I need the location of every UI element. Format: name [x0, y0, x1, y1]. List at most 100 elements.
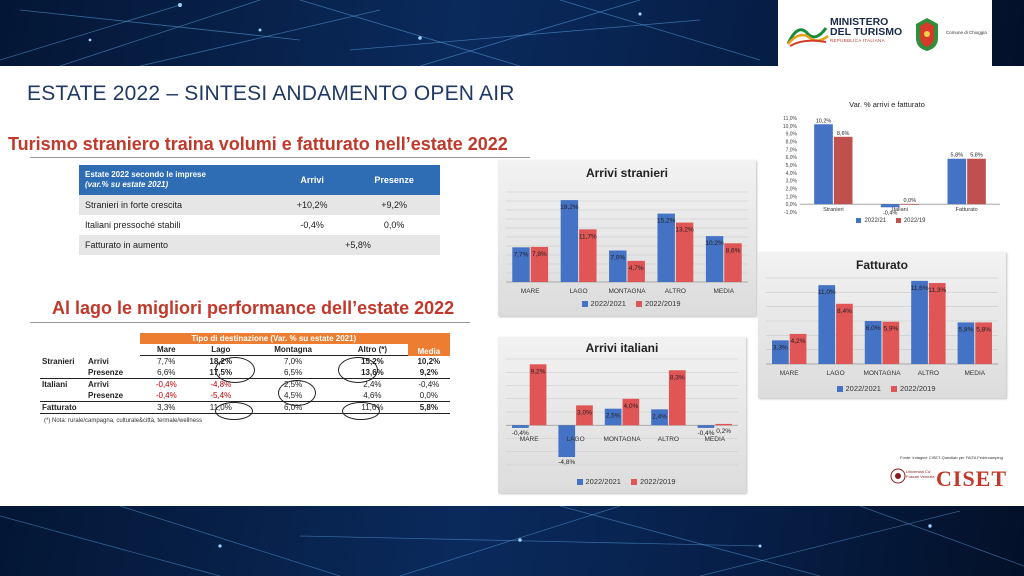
- bar: [622, 398, 640, 426]
- bar: [512, 247, 530, 282]
- y-tick-label: 2,0%: [786, 187, 798, 193]
- bar: [675, 222, 694, 282]
- bar: [529, 364, 547, 426]
- bar: [967, 158, 986, 205]
- chart-title: Fatturato: [856, 258, 908, 272]
- cell: -0,4%: [418, 380, 440, 389]
- x-tick-label: Italiani: [892, 207, 908, 213]
- legend-label: 2022/2021: [845, 384, 881, 393]
- y-tick-label: 6,0%: [786, 155, 798, 161]
- x-tick-label: LAGO: [570, 288, 588, 295]
- bar: [609, 250, 627, 282]
- bar: [715, 423, 733, 426]
- ministry-logo-icon: [786, 27, 829, 47]
- col-presenze: Presenze: [348, 165, 440, 195]
- data-label: 7,8%: [532, 251, 547, 258]
- section1-title: Turismo straniero traina volumi e fattur…: [8, 134, 508, 154]
- data-label: 7,7%: [514, 251, 529, 258]
- col-montagna: Montagna: [248, 344, 338, 356]
- chart-legend: 2022/2021 2022/2019: [758, 384, 1006, 393]
- bar: [880, 204, 900, 208]
- data-label: 0,2%: [716, 428, 731, 435]
- university-seal-icon: [890, 468, 906, 484]
- bar: [771, 340, 789, 364]
- bar: [705, 236, 724, 282]
- data-label: 5,8%: [951, 153, 964, 159]
- chart-title: Arrivi stranieri: [585, 166, 669, 180]
- bar: [579, 229, 597, 282]
- legend-label: 2022/2019: [640, 477, 676, 486]
- bar: [911, 280, 928, 364]
- col-altro: Altro (*): [337, 344, 408, 356]
- summary-header-sub: (var.% su estate 2021): [85, 180, 169, 189]
- chart-plot: 3,3%4,2% MARE 11,0% 8,4% LAGO 6,0% 5,9% MONTAGN…: [766, 277, 998, 377]
- y-tick-label: 0,0%: [786, 202, 798, 208]
- row-arrivi: +10,2%: [276, 195, 349, 215]
- y-tick-label: 9,0%: [786, 132, 798, 138]
- chart-title: Var. % arrivi e fatturato: [849, 100, 925, 109]
- legend-swatch: [576, 479, 583, 486]
- chart-arrivi-stranieri: Arrivi stranieri 7,7% 7,8% MARE 18,2% 11,7% L…: [498, 160, 756, 316]
- summary-header-title: Estate 2022 secondo le imprese: [85, 170, 206, 179]
- x-tick-label: LAGO: [827, 370, 845, 377]
- table-row: Fatturato in aumento +5,8%: [79, 235, 440, 255]
- legend-swatch: [581, 301, 588, 308]
- summary-table: Estate 2022 secondo le imprese (var.% su…: [79, 165, 440, 255]
- data-label: 2,5%: [606, 413, 621, 420]
- data-label: 5,8%: [959, 326, 974, 333]
- data-label: -0,4%: [512, 430, 529, 437]
- section1-underline: [30, 157, 530, 158]
- data-label: 3,3%: [773, 344, 788, 351]
- data-label: 8,3%: [670, 374, 685, 381]
- data-label: 4,0%: [623, 403, 638, 410]
- university-label: Università Ca' Foscari Venezia: [906, 469, 935, 479]
- data-label: 4,2%: [791, 338, 806, 345]
- data-label: 3,0%: [577, 409, 592, 416]
- data-label: 5,9%: [883, 326, 898, 333]
- x-tick-label: LAGO: [567, 436, 585, 443]
- chart-plot: 11,0% 10,0% 9,0% 8,0%7,0% 6,0% 5,0% 4,0% 3,0% 2,…: [783, 116, 1000, 216]
- row-label: Stranieri in forte crescita: [79, 195, 276, 215]
- cell: 4,6%: [337, 390, 408, 402]
- y-tick-label: 4,0%: [786, 171, 798, 177]
- bar: [697, 425, 715, 428]
- group-italiani: Italiani: [42, 380, 68, 389]
- legend-label: 2022/2019: [645, 299, 681, 308]
- table-note: (*) Nota: rurale/campagna, culturale&cit…: [44, 418, 203, 424]
- group-fatturato: Fatturato: [40, 401, 140, 414]
- bar: [814, 124, 833, 205]
- data-label: 5,8%: [976, 326, 991, 333]
- legend-swatch: [631, 479, 638, 486]
- data-label: 8,6%: [726, 247, 741, 254]
- x-tick-label: MEDIA: [705, 436, 726, 443]
- ministry-subtitle: REPUBBLICA ITALIANA: [830, 38, 885, 43]
- cell: 2,4%: [363, 380, 382, 389]
- chart-plot: 7,7% 7,8% MARE 18,2% 11,7% LAGO 7,0% 4,7% MONTAG…: [506, 191, 748, 295]
- chart-var-arrivi-fatturato: Var. % arrivi e fatturato 11,0% 10,0% 9,0%…: [768, 96, 1006, 232]
- bar: [560, 200, 579, 282]
- table-row: Presenze -0,4% -5,4% 4,5% 4,6% 0,0%: [40, 390, 450, 402]
- highlight-circle: [278, 380, 316, 406]
- row-label: Presenze: [86, 390, 140, 402]
- x-tick-label: MONTAGNA: [863, 370, 901, 377]
- bar: [789, 333, 807, 364]
- bar: [530, 246, 549, 282]
- bar: [657, 213, 675, 282]
- data-label: -4,8%: [558, 459, 575, 466]
- page-title: ESTATE 2022 – SINTESI ANDAMENTO OPEN AIR: [27, 82, 515, 105]
- x-tick-label: MEDIA: [965, 370, 986, 377]
- row-label: Italiani pressoché stabili: [85, 220, 181, 230]
- data-label: 10,2%: [816, 118, 832, 124]
- chart-legend: 2022/2021 2022/2019: [498, 299, 756, 308]
- data-label: 11,7%: [579, 233, 597, 240]
- col-lago: Lago: [192, 344, 249, 356]
- ciset-logo-area: Università Ca' Foscari Venezia CISET: [888, 462, 1010, 496]
- chart-plot: -0,4% 9,2% MARE -4,8% 3,0% LAGO 2,5%4,0% MONTAG…: [506, 358, 738, 466]
- x-tick-label: ALTRO: [665, 288, 686, 295]
- cell: 6,6%: [140, 367, 193, 379]
- highlight-circle: [215, 357, 255, 383]
- x-tick-label: ALTRO: [658, 436, 679, 443]
- highlight-circle: [338, 357, 378, 383]
- bar: [627, 260, 645, 282]
- y-tick-label: 11,0%: [783, 116, 797, 122]
